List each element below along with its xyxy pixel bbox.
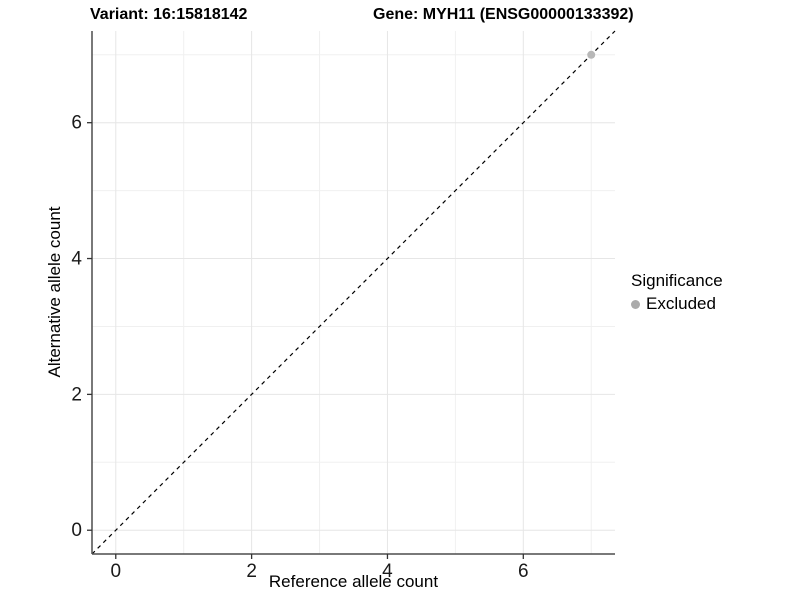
plot-title-gene: Gene: MYH11 (ENSG00000133392) — [373, 6, 634, 23]
legend-point-icon — [631, 299, 640, 309]
x-tick-label: 0 — [110, 561, 121, 582]
plot-title-variant: Variant: 16:15818142 — [90, 6, 248, 23]
y-tick-label: 6 — [71, 113, 82, 134]
y-tick-label: 4 — [71, 249, 82, 270]
identity-line — [91, 30, 616, 555]
x-tick-label: 4 — [382, 561, 393, 582]
y-tick-label: 2 — [71, 384, 82, 405]
legend-item-label: Excluded — [646, 294, 716, 313]
x-axis-title: Reference allele count — [268, 572, 439, 591]
y-axis-title: Alternative allele count — [45, 206, 64, 378]
legend-item-excluded: Excluded — [631, 294, 723, 314]
x-tick-label: 2 — [246, 561, 257, 582]
x-tick-label: 6 — [518, 561, 529, 582]
data-point-excluded — [587, 50, 596, 59]
legend: Significance Excluded — [631, 271, 723, 314]
legend-title: Significance — [631, 271, 723, 290]
y-tick-label: 0 — [71, 520, 82, 541]
